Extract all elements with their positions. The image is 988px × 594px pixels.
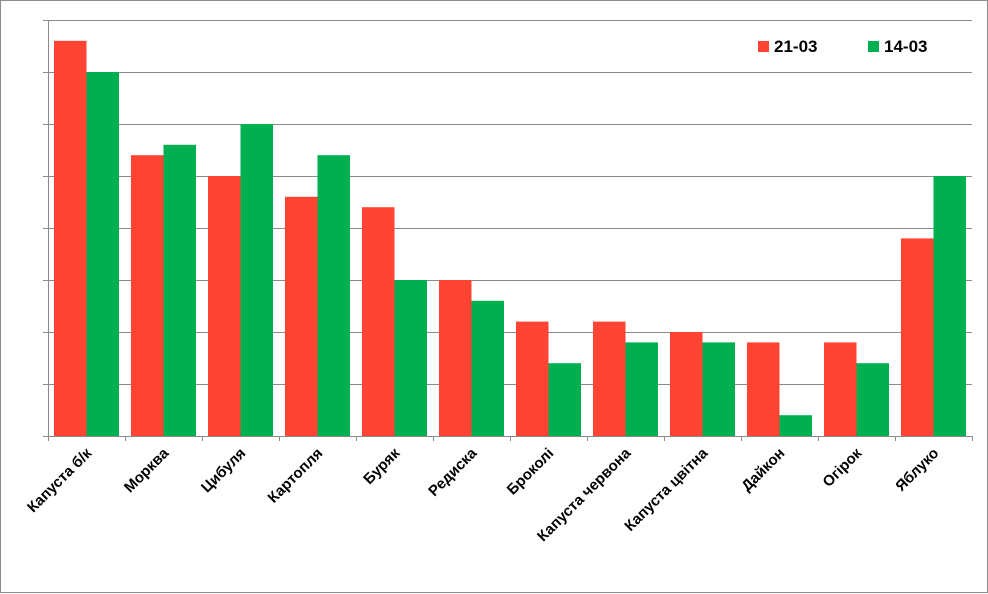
axes [43, 20, 973, 441]
bar-14-03-9 [779, 415, 812, 436]
bar-14-03-4 [394, 280, 427, 436]
bar-14-03-5 [471, 300, 504, 436]
bar-14-03-7 [625, 342, 658, 436]
category-label: Капуста б/к [24, 444, 96, 516]
category-label: Буряк [360, 444, 403, 487]
bar-21-03-5 [439, 280, 472, 436]
bar-14-03-0 [86, 72, 119, 436]
bar-21-03-7 [593, 321, 626, 436]
legend-swatch [868, 41, 879, 52]
bar-21-03-0 [54, 40, 87, 437]
bar-21-03-1 [131, 155, 164, 436]
category-labels: Капуста б/к Морква Цибуля Картопля Буряк Реди… [24, 444, 942, 545]
bar-21-03-11 [901, 238, 934, 436]
bar-21-03-8 [670, 332, 703, 436]
bar-14-03-10 [856, 363, 889, 436]
legend: 21-03 14-03 [758, 37, 927, 56]
bar-14-03-3 [317, 155, 350, 436]
category-label: Редиска [425, 444, 481, 500]
bar-14-03-11 [933, 176, 966, 436]
legend-label: 14-03 [884, 37, 927, 56]
bar-21-03-3 [285, 196, 318, 436]
gridlines [48, 20, 972, 385]
category-label: Яблуко [892, 445, 942, 495]
category-label: Цибуля [198, 445, 249, 496]
bar-21-03-4 [362, 207, 395, 436]
category-label: Морква [121, 444, 173, 496]
bar-21-03-10 [824, 342, 857, 436]
category-label: Капуста цвітна [621, 444, 711, 534]
legend-label: 21-03 [774, 37, 817, 56]
bar-21-03-2 [208, 176, 241, 436]
bars [54, 40, 966, 437]
bar-14-03-1 [163, 144, 196, 437]
legend-swatch [758, 41, 769, 52]
bar-21-03-6 [516, 321, 549, 436]
category-label: Броколі [504, 445, 558, 499]
bar-21-03-9 [747, 342, 780, 436]
bar-14-03-8 [702, 342, 735, 436]
category-label: Дайкон [738, 445, 788, 495]
bar-14-03-6 [548, 363, 581, 436]
category-label: Огірок [819, 444, 865, 490]
bar-14-03-2 [240, 124, 273, 436]
category-label: Картопля [265, 445, 327, 507]
